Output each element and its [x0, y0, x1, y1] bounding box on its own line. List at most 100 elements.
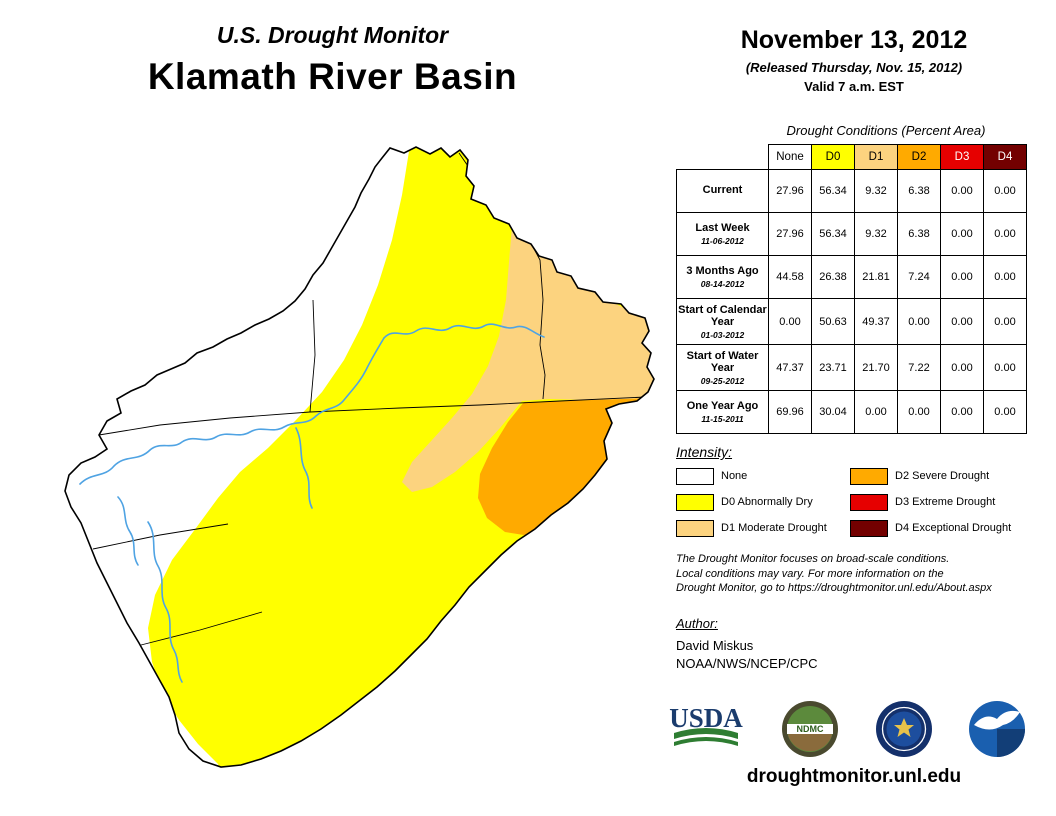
table-cell: 27.96 — [768, 212, 812, 256]
table-corner-cell — [676, 144, 769, 170]
table-cell: 0.00 — [983, 390, 1027, 434]
legend-item: D0 Abnormally Dry — [676, 493, 827, 511]
row-date: 11-06-2012 — [701, 235, 744, 246]
legend-swatch-d3 — [850, 493, 888, 511]
legend-label: D2 Severe Drought — [895, 470, 990, 482]
row-label: 3 Months Ago — [686, 265, 759, 278]
column-header-d4: D4 — [983, 144, 1027, 170]
column-header-d0: D0 — [811, 144, 855, 170]
table-cell: 0.00 — [940, 255, 984, 299]
legend-label: D1 Moderate Drought — [721, 522, 827, 534]
row-label: Current — [702, 184, 743, 197]
table-row: Start of Water Year 09-25-2012 47.37 23.7… — [676, 344, 1027, 391]
table-cell: 56.34 — [811, 169, 855, 213]
legend-item: D1 Moderate Drought — [676, 519, 827, 537]
disclaimer-text: The Drought Monitor focuses on broad-sca… — [676, 552, 1046, 596]
noaa-gull-icon — [973, 710, 1020, 730]
usda-swoosh-icon — [674, 728, 738, 739]
row-date: 08-14-2012 — [700, 278, 745, 289]
table-row: One Year Ago 11-15-2011 69.96 30.04 0.00 … — [676, 390, 1027, 434]
table-cell: 47.37 — [768, 344, 812, 391]
table-cell: 23.71 — [811, 344, 855, 391]
table-cell: 49.37 — [854, 298, 898, 345]
column-header-d1: D1 — [854, 144, 898, 170]
drought-conditions-table: None D0 D1 D2 D3 D4 Current 27.96 56.34 … — [676, 144, 1027, 434]
disclaimer-line: Local conditions may vary. For more info… — [676, 567, 944, 580]
table-cell: 21.70 — [854, 344, 898, 391]
usda-logo-text: USDA — [669, 703, 743, 733]
commerce-eagle-icon — [893, 718, 914, 737]
legend-swatch-d4 — [850, 519, 888, 537]
table-cell: 0.00 — [768, 298, 812, 345]
disclaimer-line: The Drought Monitor focuses on broad-sca… — [676, 553, 950, 565]
intensity-heading: Intensity: — [676, 444, 733, 460]
table-row: Start of Calendar Year 01-03-2012 0.00 50… — [676, 298, 1027, 345]
row-label: One Year Ago — [686, 400, 759, 413]
table-cell: 0.00 — [983, 212, 1027, 256]
usda-logo: USDA — [669, 703, 743, 746]
row-date: 01-03-2012 — [700, 329, 745, 340]
ndmc-logo-text: NDMC — [797, 724, 824, 734]
table-cell: 0.00 — [854, 390, 898, 434]
author-org: NOAA/NWS/NCEP/CPC — [676, 656, 818, 671]
valid-time: Valid 7 a.m. EST — [804, 79, 904, 94]
table-cell: 9.32 — [854, 212, 898, 256]
table-cell: 56.34 — [811, 212, 855, 256]
table-cell: 9.32 — [854, 169, 898, 213]
table-cell: 0.00 — [983, 298, 1027, 345]
table-cell: 0.00 — [940, 169, 984, 213]
table-cell: 7.24 — [897, 255, 941, 299]
row-date: 09-25-2012 — [700, 375, 745, 386]
legend-label: None — [721, 470, 748, 482]
column-header-none: None — [768, 144, 812, 170]
table-cell: 0.00 — [897, 298, 941, 345]
table-cell: 0.00 — [940, 390, 984, 434]
legend-label: D3 Extreme Drought — [895, 496, 996, 508]
table-row: Current 27.96 56.34 9.32 6.38 0.00 0.00 — [676, 169, 1027, 213]
logo-row: USDA NDMC — [666, 700, 1026, 758]
row-label: Last Week — [695, 222, 750, 235]
legend-swatch-d1 — [676, 519, 714, 537]
commerce-logo — [875, 701, 932, 757]
disclaimer-line: Drought Monitor, go to https://droughtmo… — [676, 582, 992, 594]
table-cell: 0.00 — [983, 255, 1027, 299]
table-cell: 6.38 — [897, 212, 941, 256]
legend-item: D3 Extreme Drought — [850, 493, 1011, 511]
row-date: 11-15-2011 — [701, 413, 744, 424]
river-lines — [79, 323, 545, 683]
report-supertitle: U.S. Drought Monitor — [216, 22, 449, 48]
author-heading: Author: — [676, 616, 718, 631]
usda-swoosh-icon — [674, 737, 738, 746]
table-cell: 69.96 — [768, 390, 812, 434]
report-title: Klamath River Basin — [147, 56, 518, 97]
klamath-basin-map — [64, 146, 655, 768]
noaa-logo — [968, 701, 1025, 757]
legend-item: D4 Exceptional Drought — [850, 519, 1011, 537]
legend-swatch-d2 — [850, 467, 888, 485]
table-cell: 0.00 — [983, 169, 1027, 213]
table-header-row: None D0 D1 D2 D3 D4 — [676, 144, 1027, 170]
report-date: November 13, 2012 — [740, 26, 968, 54]
legend-item: D2 Severe Drought — [850, 467, 1011, 485]
table-cell: 30.04 — [811, 390, 855, 434]
table-row: Last Week 11-06-2012 27.96 56.34 9.32 6.3… — [676, 212, 1027, 256]
legend-item: None — [676, 467, 827, 485]
table-cell: 7.22 — [897, 344, 941, 391]
site-url: droughtmonitor.unl.edu — [746, 766, 962, 787]
release-note: (Released Thursday, Nov. 15, 2012) — [745, 60, 963, 75]
table-cell: 0.00 — [940, 212, 984, 256]
row-label: Start of Water Year — [686, 349, 759, 375]
table-cell: 21.81 — [854, 255, 898, 299]
row-label: Start of Calendar Year — [678, 303, 767, 329]
legend-label: D4 Exceptional Drought — [895, 522, 1012, 534]
table-cell: 0.00 — [983, 344, 1027, 391]
ndmc-logo: NDMC — [782, 701, 839, 757]
table-cell: 44.58 — [768, 255, 812, 299]
table-cell: 0.00 — [940, 344, 984, 391]
table-cell: 26.38 — [811, 255, 855, 299]
table-cell: 0.00 — [940, 298, 984, 345]
table-cell: 27.96 — [768, 169, 812, 213]
table-row: 3 Months Ago 08-14-2012 44.58 26.38 21.81… — [676, 255, 1027, 299]
column-header-d2: D2 — [897, 144, 941, 170]
